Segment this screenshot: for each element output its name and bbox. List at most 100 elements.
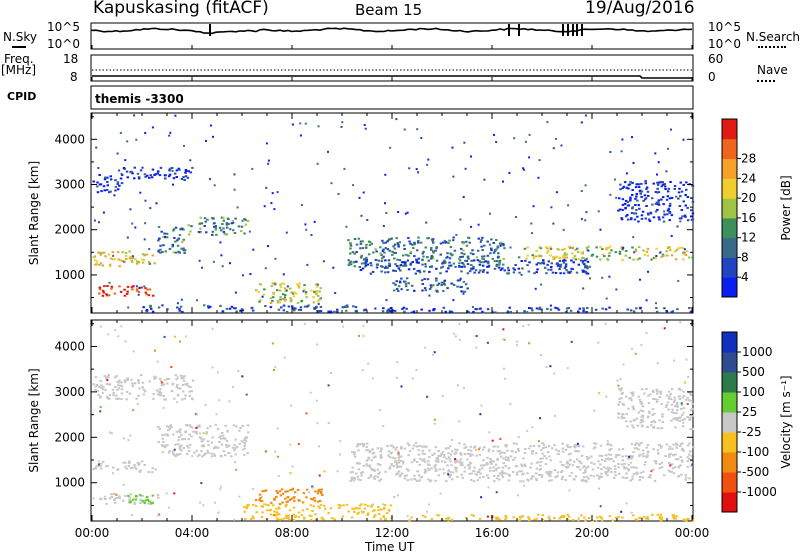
echo-pixel [196, 425, 199, 428]
echo-pixel [546, 247, 549, 250]
echo-pixel [620, 218, 624, 221]
echo-pixel [180, 241, 184, 244]
echo-pixel [103, 178, 107, 181]
echo-pixel [110, 493, 113, 496]
echo-pixel [441, 241, 445, 244]
echo-pixel [183, 249, 187, 252]
echo-pixel [399, 269, 402, 272]
echo-pixel [382, 307, 385, 310]
echo-pixel [278, 490, 282, 493]
echo-pixel [674, 458, 678, 461]
colorbar-swatch [722, 472, 737, 493]
echo-pixel [678, 217, 682, 220]
echo-pixel [313, 499, 317, 502]
echo-pixel [686, 206, 689, 209]
echo-pixel [384, 470, 387, 473]
echo-pixel [248, 230, 251, 233]
echo-pixel [669, 398, 673, 401]
echo-pixel [460, 252, 463, 255]
echo-pixel [316, 343, 319, 346]
echo-pixel [580, 514, 583, 517]
echo-pixel [668, 211, 672, 214]
echo-pixel [318, 445, 320, 448]
echo-pixel [595, 520, 598, 522]
echo-pixel [131, 466, 134, 469]
echo-pixel [188, 433, 191, 436]
echo-pixel [358, 462, 361, 465]
echo-pixel [297, 511, 301, 514]
echo-pixel [378, 409, 381, 412]
echo-pixel [168, 169, 171, 172]
echo-pixel [601, 248, 604, 251]
echo-pixel [617, 387, 621, 390]
colorbar-tick-label: 24 [741, 171, 756, 185]
echo-pixel [672, 418, 675, 420]
echo-pixel [233, 188, 236, 191]
echo-pixel [500, 473, 504, 476]
echo-pixel [246, 220, 250, 223]
echo-pixel [430, 467, 433, 470]
echo-pixel [119, 290, 123, 293]
echo-pixel [488, 243, 491, 246]
echo-pixel [684, 476, 688, 479]
echo-pixel [422, 250, 425, 253]
echo-pixel [460, 285, 463, 288]
echo-pixel [189, 425, 193, 428]
echo-pixel [141, 166, 144, 169]
echo-pixel [633, 447, 637, 450]
echo-pixel [129, 434, 132, 437]
echo-pixel [550, 262, 553, 265]
echo-pixel [199, 227, 202, 230]
echo-pixel [128, 250, 131, 253]
echo-pixel [462, 242, 465, 245]
echo-pixel [295, 292, 298, 295]
echo-pixel [105, 382, 108, 385]
echo-pixel [117, 381, 121, 384]
echo-pixel [136, 262, 139, 265]
echo-pixel [195, 413, 198, 416]
echo-pixel [159, 251, 162, 254]
echo-pixel [436, 456, 440, 459]
echo-pixel [447, 473, 450, 476]
echo-pixel [520, 463, 523, 466]
echo-pixel [636, 215, 639, 218]
echo-pixel [556, 262, 559, 265]
echo-pixel [461, 255, 464, 258]
echo-pixel [521, 515, 524, 517]
echo-pixel [359, 269, 363, 271]
echo-pixel [175, 378, 178, 381]
echo-pixel [275, 507, 278, 510]
colorbar-label: Power [dB] [779, 175, 793, 240]
echo-pixel [535, 271, 538, 274]
echo-pixel [630, 443, 634, 446]
echo-pixel [106, 181, 109, 183]
echo-pixel [184, 168, 188, 171]
echo-pixel [234, 461, 236, 464]
echo-pixel [319, 310, 323, 313]
echo-pixel [658, 463, 661, 466]
echo-pixel [397, 470, 401, 473]
echo-pixel [112, 492, 116, 495]
echo-pixel [494, 516, 498, 519]
echo-pixel [622, 363, 625, 366]
echo-pixel [359, 240, 363, 243]
echo-pixel [470, 264, 473, 266]
echo-pixel [663, 183, 666, 186]
echo-pixel [117, 258, 120, 261]
echo-pixel [160, 381, 163, 384]
echo-pixel [337, 507, 341, 509]
echo-pixel [458, 338, 461, 341]
echo-pixel [218, 441, 221, 443]
echo-pixel [548, 515, 551, 518]
echo-pixel [414, 442, 418, 444]
echo-pixel [233, 449, 236, 452]
echo-pixel [200, 450, 203, 453]
echo-pixel [141, 258, 144, 261]
echo-pixel [270, 285, 274, 288]
colorbar-swatch [722, 178, 737, 199]
echo-pixel [631, 246, 634, 249]
echo-pixel [279, 494, 283, 497]
echo-pixel [228, 400, 231, 403]
echo-pixel [222, 437, 225, 440]
echo-pixel [94, 376, 98, 379]
